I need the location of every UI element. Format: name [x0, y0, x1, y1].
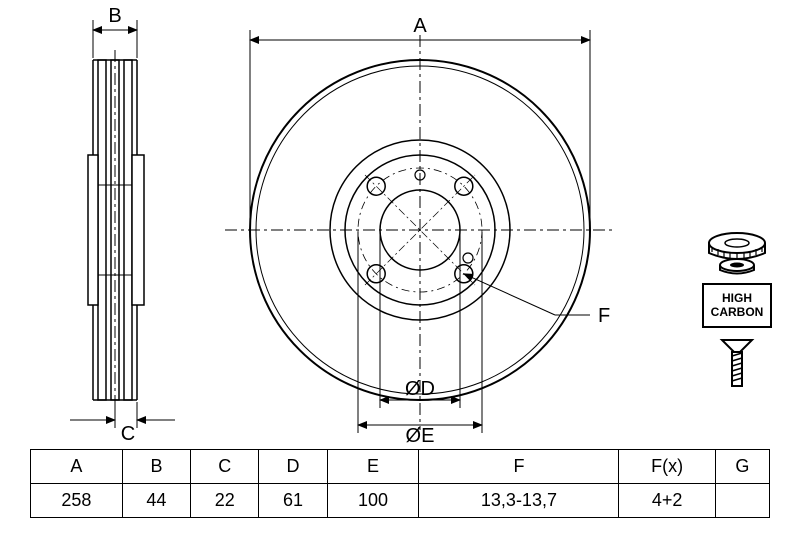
- technical-drawing: B C A: [0, 0, 800, 445]
- td-F: 13,3-13,7: [419, 484, 619, 518]
- td-Fx: 4+2: [619, 484, 715, 518]
- badge-line1: HIGH: [722, 291, 752, 305]
- label-C: C: [121, 423, 135, 445]
- td-G: [715, 484, 769, 518]
- screw-icon: [702, 328, 772, 398]
- label-F: F: [598, 305, 610, 327]
- th-D: D: [259, 450, 327, 484]
- td-D: 61: [259, 484, 327, 518]
- label-E: ØE: [406, 425, 435, 445]
- th-F: F: [419, 450, 619, 484]
- feature-icons: HIGHCARBON: [702, 225, 772, 398]
- th-B: B: [122, 450, 190, 484]
- td-B: 44: [122, 484, 190, 518]
- td-E: 100: [327, 484, 419, 518]
- vented-disc-icon: [702, 225, 772, 275]
- high-carbon-badge: HIGHCARBON: [702, 283, 772, 328]
- th-E: E: [327, 450, 419, 484]
- th-G: G: [715, 450, 769, 484]
- label-D: ØD: [405, 378, 435, 400]
- side-view: B C: [70, 5, 175, 445]
- front-view: A ØD ØE F: [225, 15, 615, 445]
- th-A: A: [31, 450, 123, 484]
- td-C: 22: [191, 484, 259, 518]
- table-header-row: A B C D E F F(x) G: [31, 450, 770, 484]
- td-A: 258: [31, 484, 123, 518]
- th-Fx: F(x): [619, 450, 715, 484]
- th-C: C: [191, 450, 259, 484]
- label-B: B: [108, 5, 121, 27]
- dimension-table: A B C D E F F(x) G 258 44 22 61 100 13,3…: [30, 449, 770, 518]
- label-A: A: [413, 15, 427, 37]
- table-row: 258 44 22 61 100 13,3-13,7 4+2: [31, 484, 770, 518]
- badge-line2: CARBON: [711, 305, 764, 319]
